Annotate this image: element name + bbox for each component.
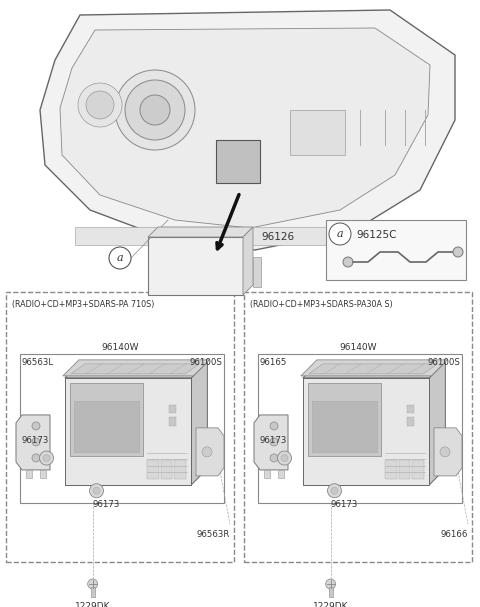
Bar — [20, 354, 224, 503]
Bar — [26, 470, 32, 478]
Circle shape — [125, 80, 185, 140]
Bar — [65, 378, 192, 485]
Text: 96125C: 96125C — [356, 230, 396, 240]
Bar — [329, 586, 333, 597]
Polygon shape — [192, 362, 207, 485]
Bar — [161, 460, 172, 480]
Circle shape — [140, 95, 170, 125]
Polygon shape — [301, 360, 447, 376]
Circle shape — [277, 451, 291, 465]
Bar — [290, 110, 345, 155]
Bar — [326, 220, 466, 280]
Circle shape — [270, 454, 278, 462]
Polygon shape — [429, 362, 445, 485]
Bar — [407, 405, 414, 413]
Polygon shape — [196, 428, 224, 476]
Polygon shape — [243, 227, 253, 295]
Circle shape — [327, 484, 341, 498]
Polygon shape — [148, 227, 253, 237]
Bar — [148, 237, 243, 295]
Bar — [168, 418, 176, 426]
Polygon shape — [16, 415, 50, 470]
Text: 96165: 96165 — [260, 358, 288, 367]
Bar — [253, 257, 261, 287]
Circle shape — [202, 447, 212, 457]
Polygon shape — [216, 140, 260, 183]
Polygon shape — [254, 415, 288, 470]
Circle shape — [281, 455, 288, 461]
Polygon shape — [40, 10, 455, 250]
Bar — [412, 460, 424, 480]
Bar — [40, 470, 46, 478]
Text: 1229DK: 1229DK — [313, 602, 348, 607]
Bar — [70, 383, 144, 456]
FancyBboxPatch shape — [6, 292, 234, 562]
Circle shape — [343, 257, 353, 267]
Text: 96140W: 96140W — [339, 343, 377, 352]
Circle shape — [88, 579, 97, 589]
Text: a: a — [117, 253, 123, 263]
Circle shape — [86, 91, 114, 119]
Circle shape — [329, 223, 351, 245]
Polygon shape — [303, 362, 445, 378]
Circle shape — [109, 247, 131, 269]
Bar — [399, 460, 410, 480]
Bar — [303, 378, 429, 485]
Circle shape — [32, 438, 40, 446]
Polygon shape — [63, 360, 209, 376]
Text: 96166: 96166 — [441, 529, 468, 538]
Bar — [312, 401, 377, 452]
Bar — [385, 460, 397, 480]
Polygon shape — [309, 364, 437, 374]
Circle shape — [43, 455, 50, 461]
Text: 96140W: 96140W — [101, 343, 139, 352]
Polygon shape — [65, 362, 207, 378]
Circle shape — [115, 70, 195, 150]
Circle shape — [453, 247, 463, 257]
Bar — [308, 383, 381, 456]
Circle shape — [32, 454, 40, 462]
Text: 96100S: 96100S — [427, 358, 460, 367]
Bar — [74, 401, 139, 452]
Circle shape — [39, 451, 53, 465]
Text: 96563R: 96563R — [197, 529, 230, 538]
Text: 96173: 96173 — [22, 436, 49, 445]
Bar — [147, 460, 159, 480]
Bar — [258, 354, 462, 503]
Circle shape — [93, 487, 100, 494]
Text: a: a — [336, 229, 343, 239]
Text: (RADIO+CD+MP3+SDARS-PA30A S): (RADIO+CD+MP3+SDARS-PA30A S) — [250, 300, 393, 309]
Polygon shape — [71, 364, 199, 374]
Bar — [174, 460, 186, 480]
Bar — [264, 470, 270, 478]
Circle shape — [89, 484, 104, 498]
FancyBboxPatch shape — [244, 292, 472, 562]
Circle shape — [325, 579, 336, 589]
Circle shape — [440, 447, 450, 457]
Circle shape — [78, 83, 122, 127]
Polygon shape — [434, 428, 462, 476]
Circle shape — [270, 438, 278, 446]
Text: 96173: 96173 — [93, 500, 120, 509]
Bar — [75, 227, 410, 245]
Text: 96563L: 96563L — [22, 358, 54, 367]
Polygon shape — [60, 28, 430, 228]
Text: 96173: 96173 — [331, 500, 358, 509]
Text: 1229DK: 1229DK — [75, 602, 110, 607]
Bar — [168, 405, 176, 413]
Text: (RADIO+CD+MP3+SDARS-PA 710S): (RADIO+CD+MP3+SDARS-PA 710S) — [12, 300, 155, 309]
Text: 96126: 96126 — [261, 232, 294, 242]
Bar — [91, 586, 95, 597]
Bar — [407, 418, 414, 426]
Bar — [278, 470, 284, 478]
Circle shape — [270, 422, 278, 430]
Circle shape — [32, 422, 40, 430]
Text: 96100S: 96100S — [189, 358, 222, 367]
Text: 96173: 96173 — [260, 436, 288, 445]
Circle shape — [331, 487, 338, 494]
